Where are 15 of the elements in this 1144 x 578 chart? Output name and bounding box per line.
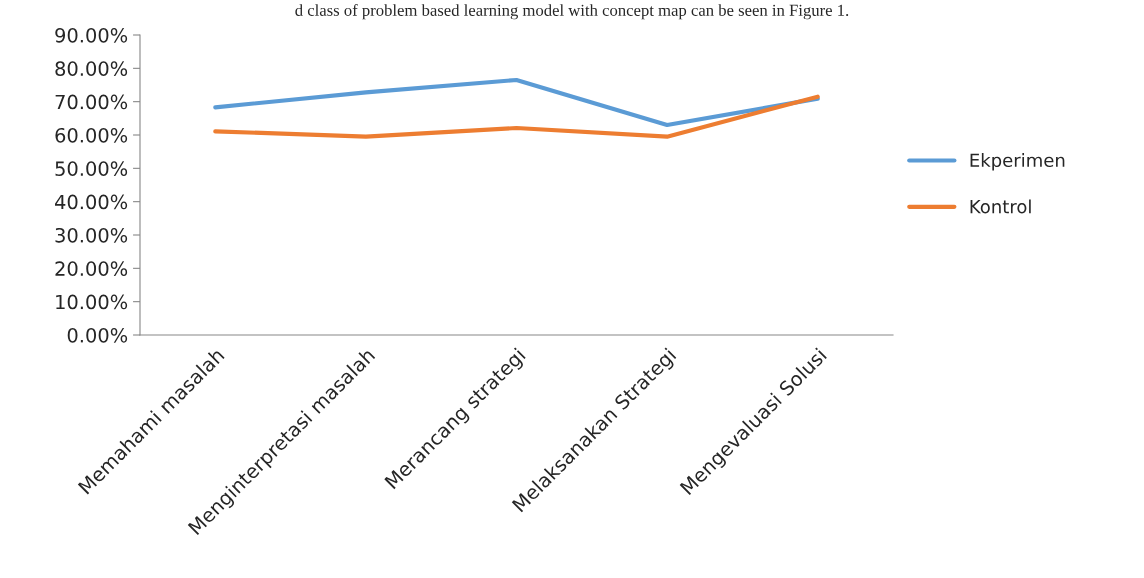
y-tick-label: 30.00% xyxy=(55,227,128,243)
line-series xyxy=(213,77,820,128)
y-tick-label: 60.00% xyxy=(55,127,128,143)
y-tick-label: 40.00% xyxy=(55,194,128,210)
y-tick-label: 70.00% xyxy=(55,94,128,110)
y-tick-label: 80.00% xyxy=(55,61,128,76)
y-tick-label: 50.00% xyxy=(55,161,128,176)
line-series xyxy=(213,94,820,139)
y-tick-label: 20.00% xyxy=(55,261,128,276)
y-tick-label: 10.00% xyxy=(56,294,128,310)
text: d class of problem based learning model with concept map can be seen in Figure 1. xyxy=(295,4,849,20)
legend-label: Ekperimen xyxy=(970,153,1065,171)
y-tick-label: 0.00% xyxy=(67,327,128,343)
legend-label: Kontrol xyxy=(970,199,1031,214)
y-tick-label: 90.00% xyxy=(55,27,128,43)
